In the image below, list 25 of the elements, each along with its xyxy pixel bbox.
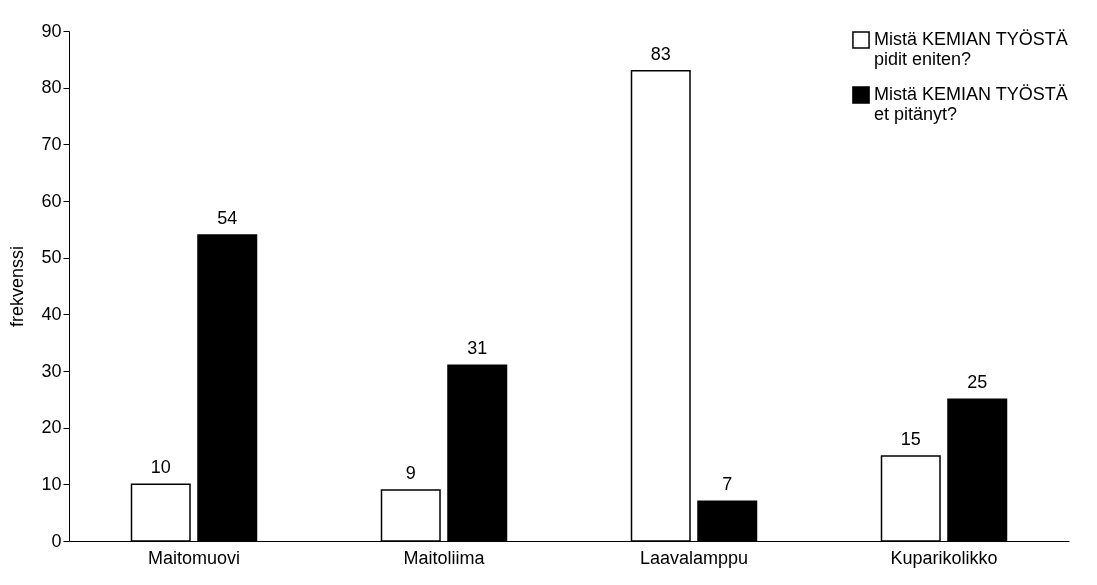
data-label: 10 [150,457,171,478]
y-tick-label: 0 [51,530,62,551]
y-tick-label: 60 [41,190,62,211]
legend-label: Mistä KEMIAN TYÖSTÄ pidit eniten? [874,29,1068,69]
data-label: 7 [722,474,733,495]
data-label: 54 [217,208,238,228]
data-label: 31 [467,338,488,359]
x-tick-label: Laavalamppu [639,547,749,568]
x-tick-label: Maitomuovi [147,547,241,568]
y-tick-label: 70 [41,133,62,154]
y-tick-label: 80 [41,77,62,98]
y-tick-label: 30 [41,360,62,381]
legend-label: Mistä KEMIAN TYÖSTÄ et pitänyt? [874,84,1068,124]
y-axis-title: frekvenssi [7,245,28,328]
y-tick-label: 40 [41,303,62,324]
y-tick-label: 90 [41,20,62,41]
data-label: 15 [900,429,921,449]
data-label: 25 [967,372,988,393]
y-tick-label: 10 [41,473,62,494]
x-tick-label: Kuparikolikko [890,547,998,568]
y-tick-label: 50 [41,247,62,268]
y-tick-label: 20 [41,417,62,438]
x-tick-label: Maitoliima [403,547,486,568]
data-label: 83 [650,43,671,64]
data-label: 9 [405,463,416,483]
